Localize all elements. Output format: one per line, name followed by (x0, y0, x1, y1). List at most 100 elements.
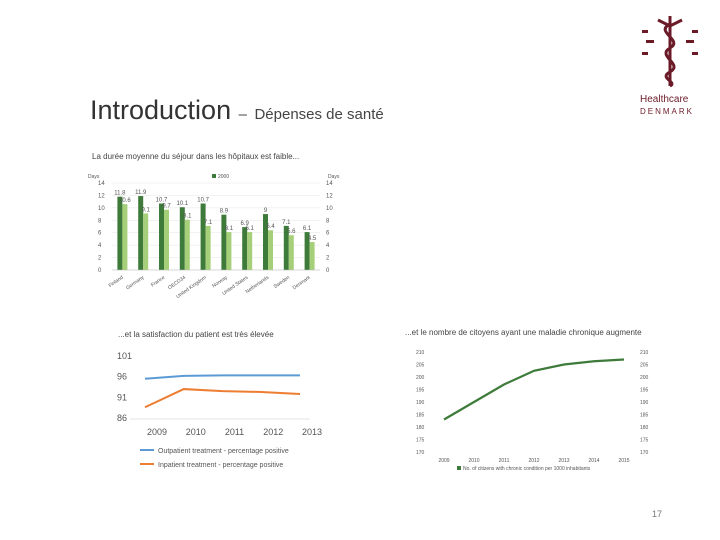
y-tick-label-right: 180 (640, 425, 649, 431)
bar-data-label: 7.1 (204, 220, 213, 226)
bar-data-label: 9 (264, 208, 268, 214)
x-tick-label: 2013 (302, 427, 322, 437)
bar-2000 (304, 232, 310, 270)
y-axis-label-right: Days (328, 174, 340, 180)
y-tick-label-right: 2 (326, 256, 330, 262)
bar-data-label: 11.8 (114, 191, 126, 197)
y-tick-label-left: 190 (416, 400, 425, 406)
bar-latest (226, 232, 232, 270)
y-tick-label-left: 205 (416, 363, 425, 369)
chronic-chart-title: ...et le nombre de citoyens ayant une ma… (405, 328, 642, 337)
satisfaction-chart-title: ...et la satisfaction du patient est trè… (118, 330, 274, 339)
legend-label: No. of citizens with chronic condition p… (463, 466, 591, 472)
x-tick-label: 2013 (558, 458, 569, 464)
bar-data-label: 10.7 (156, 198, 168, 204)
y-tick-label-right: 8 (326, 218, 330, 224)
bar-data-label: 8.1 (225, 226, 234, 232)
y-tick-label-left: 195 (416, 388, 425, 394)
bar-latest (164, 209, 169, 270)
bar-latest (288, 235, 294, 270)
bar-2000 (283, 225, 289, 270)
y-tick-label-right: 6 (326, 231, 330, 237)
y-tick-label-left: 6 (98, 231, 102, 237)
bar-data-label: 6.4 (266, 224, 275, 230)
legend-label: 2000 (218, 174, 229, 180)
bar-data-label: 11.9 (135, 190, 147, 196)
y-tick-label-left: 0 (98, 268, 102, 274)
title-main: Introduction (90, 95, 232, 125)
legend-swatch (212, 174, 216, 178)
y-tick-label-left: 10 (98, 206, 105, 212)
bar-latest (268, 230, 273, 270)
y-tick-label-right: 205 (640, 363, 649, 369)
subtitle: La durée moyenne du séjour dans les hôpi… (92, 152, 300, 161)
bar-data-label: 8.9 (220, 209, 229, 215)
y-tick-label-right: 175 (640, 438, 649, 444)
y-tick-label-right: 10 (326, 206, 333, 212)
y-tick-label-right: 12 (326, 193, 333, 199)
bar-data-label: 10.1 (176, 201, 188, 207)
bar-data-label: 10.7 (197, 198, 209, 204)
y-tick-label-right: 200 (640, 375, 649, 381)
bar-data-label: 6.1 (303, 226, 312, 232)
caduceus-icon (642, 16, 698, 88)
y-tick-label: 91 (117, 392, 127, 402)
bar-data-label: 8.1 (183, 214, 192, 220)
title-sub: Dépenses de santé (254, 106, 384, 123)
y-tick-label-right: 14 (326, 181, 333, 187)
y-tick-label-left: 175 (416, 438, 425, 444)
y-tick-label-right: 0 (326, 268, 330, 274)
page-title: Introduction – Dépenses de santé (90, 95, 384, 126)
y-tick-label: 101 (117, 351, 132, 361)
x-tick-label: 2011 (499, 458, 510, 464)
bar-2000 (138, 196, 144, 270)
y-tick-label-left: 185 (416, 413, 425, 419)
y-tick-label-left: 8 (98, 218, 102, 224)
y-tick-label-left: 170 (416, 450, 425, 456)
bar-data-label: 9.7 (162, 204, 171, 210)
x-tick-label: 2015 (618, 458, 629, 464)
y-tick-label: 96 (117, 372, 127, 382)
bar-data-label: 10.6 (119, 198, 131, 204)
series-line-chronic (443, 358, 625, 421)
x-tick-label: 2010 (468, 458, 479, 464)
y-tick-label-left: 14 (98, 181, 105, 187)
logo-line2: DENMARK (640, 107, 695, 116)
y-tick-label-left: 12 (98, 193, 105, 199)
page-number: 17 (652, 509, 663, 519)
title-separator: – (238, 106, 247, 123)
y-tick-label-right: 195 (640, 388, 649, 394)
x-tick-label: 2012 (263, 427, 283, 437)
y-tick-label: 86 (117, 413, 127, 423)
bar-latest (205, 225, 211, 270)
bar-2000 (179, 207, 185, 270)
bar-2000 (242, 227, 248, 270)
x-tick-label: 2014 (588, 458, 599, 464)
healthcare-denmark-logo: Healthcare DENMARK (640, 12, 702, 116)
bar-data-label: 9.1 (142, 207, 151, 213)
bar-latest (247, 232, 253, 270)
bar-data-label: 6.1 (246, 226, 255, 232)
legend-label: Inpatient treatment - percentage positiv… (158, 462, 283, 469)
bar-2000 (263, 214, 268, 270)
bar-2000 (159, 203, 164, 270)
y-tick-label-left: 4 (98, 243, 102, 249)
x-tick-label: 2009 (438, 458, 449, 464)
x-tick-label: 2009 (147, 427, 167, 437)
x-tick-label: 2011 (225, 427, 244, 437)
bar-2000 (221, 214, 227, 270)
bar-data-label: 5.6 (287, 229, 296, 235)
x-tick-label: 2012 (528, 458, 539, 464)
bar-2000 (200, 203, 206, 270)
bar-2000 (117, 196, 123, 270)
logo-line1: Healthcare (640, 94, 689, 105)
y-tick-label-right: 210 (640, 350, 649, 356)
y-axis-label-left: Days (88, 174, 100, 180)
legend-swatch (457, 466, 461, 470)
bar-data-label: 7.1 (282, 220, 291, 226)
x-tick-label: 2010 (186, 427, 206, 437)
y-tick-label-left: 200 (416, 375, 425, 381)
bar-latest (122, 204, 128, 270)
